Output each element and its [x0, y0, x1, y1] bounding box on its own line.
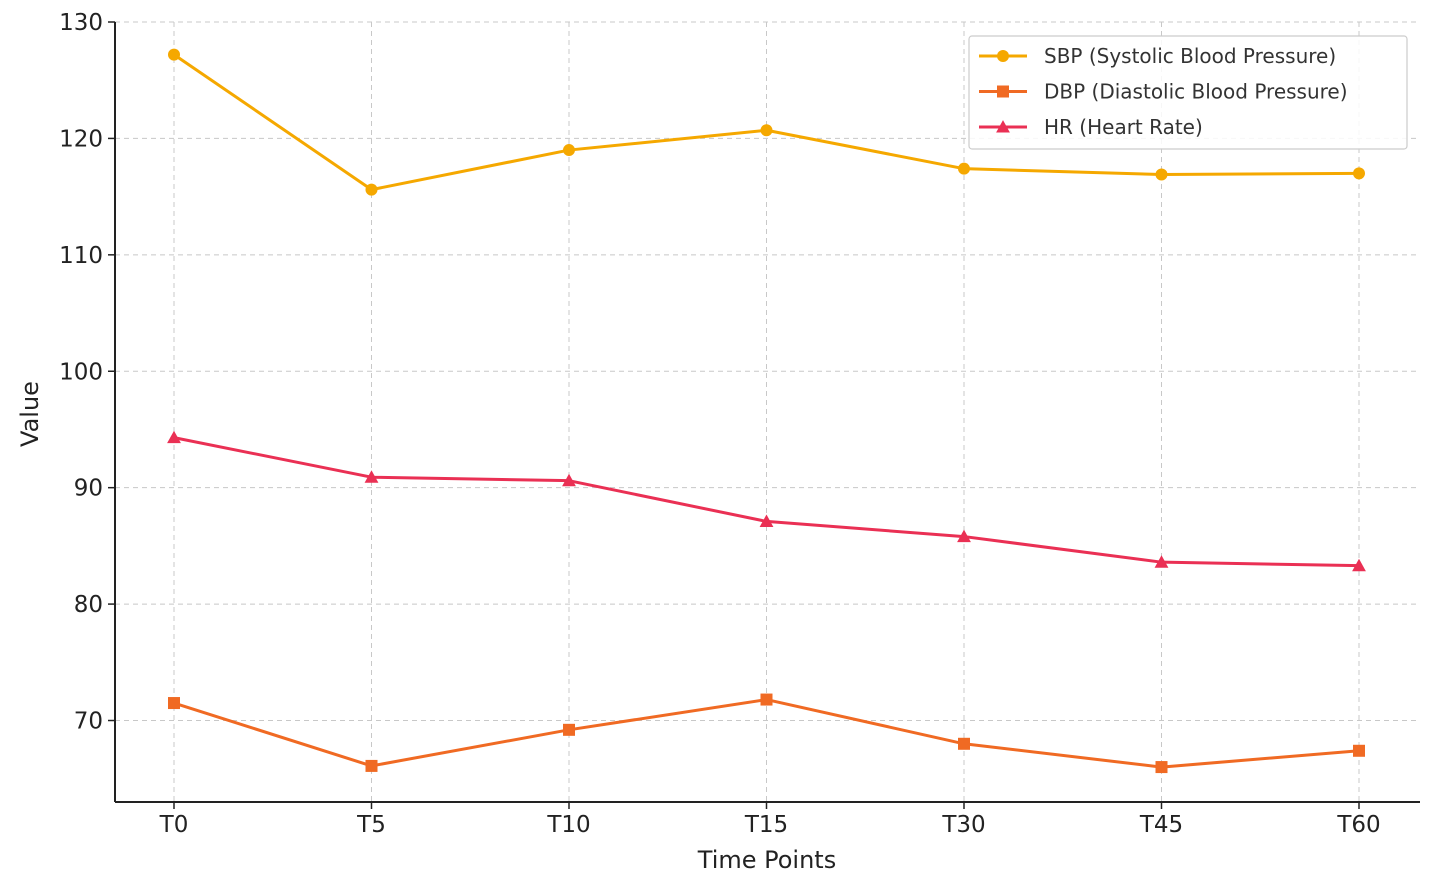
legend-marker: [997, 85, 1009, 98]
y-tick-label: 90: [74, 476, 103, 502]
legend: SBP (Systolic Blood Pressure) DBP (Diasto…: [968, 35, 1408, 150]
data-point: [365, 759, 378, 772]
data-point: [957, 529, 971, 543]
y-tick-label: 110: [59, 243, 103, 269]
data-point: [1353, 167, 1365, 180]
data-point: [168, 697, 180, 710]
data-point: [1155, 168, 1168, 181]
y-tick-label: 120: [59, 126, 103, 152]
y-tick-label: 80: [74, 592, 103, 618]
x-tick-label: T10: [546, 812, 590, 838]
data-point: [1154, 555, 1169, 568]
series-1: [168, 693, 1365, 774]
series-group: [167, 48, 1366, 774]
data-point: [1353, 744, 1365, 757]
legend-marker: [997, 50, 1009, 62]
legend-marker: [996, 120, 1010, 133]
data-point: [563, 144, 575, 157]
x-tick-label: T15: [744, 812, 788, 838]
ticks: 70 80 90 100 110 120 130 T0 T5 T10 T15 T30 T45 T60: [59, 10, 1381, 838]
y-tick-label: 130: [59, 10, 103, 36]
legend-label: HR (Heart Rate): [1044, 115, 1203, 139]
axes: [114, 22, 1420, 803]
y-tick-label: 70: [74, 709, 103, 735]
y-tick-label: 100: [59, 359, 103, 385]
data-point: [365, 183, 378, 196]
data-point: [760, 124, 773, 137]
data-point: [167, 430, 181, 444]
legend-box: [968, 35, 1408, 150]
y-axis-label: Value: [16, 381, 44, 447]
x-tick-label: T60: [1336, 812, 1380, 838]
data-point: [364, 470, 379, 483]
data-point: [958, 162, 970, 175]
series-0: [168, 48, 1365, 196]
legend-label: SBP (Systolic Blood Pressure): [1044, 44, 1336, 68]
grid: [115, 21, 1420, 802]
legend-item: SBP (Systolic Blood Pressure): [979, 44, 1336, 68]
data-point: [562, 473, 576, 487]
x-tick-label: T30: [941, 812, 985, 838]
x-tick-label: T5: [356, 812, 386, 838]
data-point: [1352, 558, 1366, 572]
data-point: [958, 737, 970, 750]
series-2: [167, 430, 1366, 572]
x-tick-label: T45: [1139, 812, 1183, 838]
data-point: [759, 514, 774, 527]
legend-item: DBP (Diastolic Blood Pressure): [979, 80, 1348, 104]
legend-item: HR (Heart Rate): [979, 115, 1203, 139]
data-point: [1155, 761, 1168, 774]
x-tick-label: T0: [159, 812, 189, 838]
data-point: [563, 723, 575, 736]
legend-label: DBP (Diastolic Blood Pressure): [1044, 80, 1348, 104]
data-point: [760, 693, 773, 706]
data-point: [168, 48, 180, 61]
x-axis-label: Time Points: [697, 846, 836, 874]
